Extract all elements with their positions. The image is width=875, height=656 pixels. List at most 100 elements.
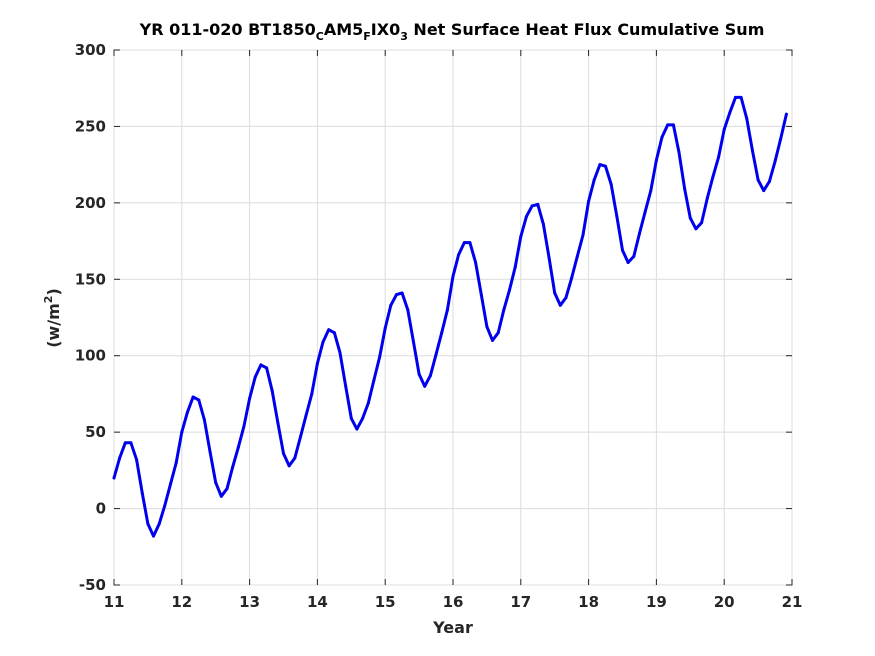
data-point [739, 95, 743, 99]
data-point [683, 187, 687, 191]
data-point [225, 487, 229, 491]
y-tick-labels: -50 0 50 100 150 200 250 300 [75, 41, 106, 594]
data-point [570, 276, 574, 280]
data-point [666, 123, 670, 127]
x-axis-title: Year [432, 618, 473, 637]
data-point [282, 452, 285, 455]
data-point [773, 160, 777, 164]
x-tick-label: 19 [646, 593, 667, 611]
data-point [632, 254, 636, 258]
data-point [123, 441, 127, 445]
data-point [219, 494, 223, 498]
data-point [434, 352, 438, 356]
data-point [242, 424, 246, 428]
data-point [734, 95, 737, 99]
data-point [502, 308, 506, 312]
data-point [756, 178, 760, 182]
data-point [722, 128, 726, 131]
y-axis-title-sup: 2 [42, 296, 55, 304]
data-point [604, 164, 607, 168]
axis-ticks [113, 49, 793, 586]
data-point [180, 430, 184, 434]
data-point [457, 253, 461, 257]
data-point [259, 363, 263, 367]
data-point [423, 384, 427, 388]
data-point [321, 340, 325, 344]
data-point [649, 189, 653, 193]
y-tick-label: 150 [75, 270, 106, 288]
data-point [197, 398, 201, 402]
title-part: YR 011-020 BT1850 [139, 20, 316, 39]
title-part: C [316, 30, 324, 43]
data-point [621, 248, 624, 252]
data-point [174, 461, 178, 465]
title-part: 3 [400, 30, 408, 43]
x-tick-label: 15 [375, 593, 396, 611]
data-point [485, 325, 489, 329]
data-point [513, 265, 517, 269]
y-tick-label: 200 [75, 194, 106, 212]
data-point [598, 163, 602, 167]
data-point [767, 180, 771, 183]
data-point [445, 308, 449, 312]
data-point [468, 241, 472, 245]
data-point [185, 410, 189, 414]
data-point [191, 395, 195, 399]
data-point [412, 340, 415, 344]
data-point [310, 392, 314, 396]
data-point [118, 456, 122, 460]
data-point [400, 291, 404, 295]
data-point [745, 117, 749, 121]
data-point [508, 288, 511, 292]
data-point [451, 274, 455, 278]
data-point [231, 465, 235, 469]
data-point [474, 261, 478, 264]
data-point [299, 435, 302, 439]
data-point [688, 216, 692, 220]
y-tick-label: 250 [75, 117, 106, 135]
data-point [248, 397, 252, 400]
data-point [694, 227, 698, 231]
data-point [575, 254, 579, 258]
series-layer [112, 95, 788, 538]
chart-title: YR 011-020 BT1850CAM5FIX03 Net Surface H… [139, 20, 765, 43]
data-point [558, 303, 562, 307]
data-point [169, 482, 172, 486]
data-point [440, 331, 444, 335]
data-point [327, 328, 331, 332]
data-point [536, 202, 540, 206]
x-tick-labels: 11 12 13 14 15 16 17 18 19 20 21 [104, 593, 803, 611]
data-point [677, 150, 681, 154]
data-point [287, 464, 291, 468]
y-tick-label: 100 [75, 347, 106, 365]
data-point [253, 375, 257, 379]
data-point [378, 355, 382, 359]
data-point [112, 476, 116, 480]
data-point [654, 158, 658, 162]
data-point [366, 401, 370, 405]
data-point [587, 199, 591, 203]
x-tick-label: 13 [239, 593, 260, 611]
data-point [524, 215, 528, 219]
data-point [581, 233, 585, 237]
data-point [163, 504, 167, 507]
data-point [728, 111, 732, 115]
data-point [265, 366, 269, 370]
data-point [779, 137, 783, 141]
data-point [395, 293, 398, 297]
data-point [332, 331, 336, 335]
data-point [530, 204, 534, 208]
data-point [129, 441, 133, 445]
data-point [372, 378, 376, 382]
data-point [140, 491, 144, 495]
data-point [462, 241, 466, 245]
data-point [208, 450, 212, 454]
data-point [609, 183, 613, 186]
y-tick-label: -50 [79, 576, 106, 594]
y-axis-title-base: (w/m [44, 303, 63, 348]
data-point [157, 522, 161, 526]
data-point [135, 458, 139, 462]
data-point [751, 149, 754, 153]
x-tick-label: 21 [782, 593, 803, 611]
